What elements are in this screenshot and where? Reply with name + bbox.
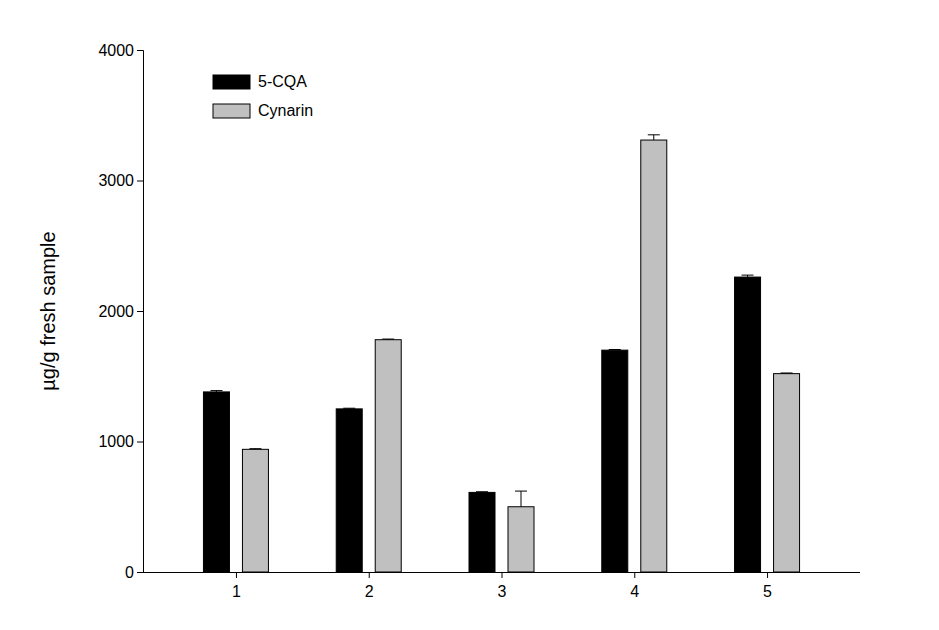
series bbox=[203, 275, 760, 572]
y-tick: 1000 bbox=[98, 433, 143, 450]
y-tick: 0 bbox=[125, 564, 143, 581]
y-tick-label: 1000 bbox=[98, 433, 134, 450]
x-axis: 1 2 3 4 5 bbox=[143, 572, 860, 600]
error-bar bbox=[343, 408, 355, 410]
y-axis-title: µg/g fresh sample bbox=[37, 231, 59, 390]
bar bbox=[641, 140, 667, 572]
error-bar bbox=[476, 491, 488, 493]
x-tick: 3 bbox=[498, 572, 507, 600]
series bbox=[242, 135, 799, 572]
error-bar bbox=[382, 339, 394, 341]
x-tick-label: 5 bbox=[763, 583, 772, 600]
legend: 5-CQA Cynarin bbox=[213, 73, 313, 119]
error-bar bbox=[249, 448, 261, 450]
y-tick-label: 0 bbox=[125, 564, 134, 581]
error-bar bbox=[781, 372, 793, 374]
legend-swatch bbox=[213, 75, 250, 89]
x-tick-mark bbox=[369, 572, 370, 578]
y-tick-label: 4000 bbox=[98, 42, 134, 59]
x-tick: 4 bbox=[630, 572, 639, 600]
error-bar bbox=[648, 135, 660, 140]
legend-label: 5-CQA bbox=[258, 73, 307, 90]
error-bar bbox=[742, 275, 754, 277]
x-tick: 2 bbox=[365, 572, 374, 600]
bar bbox=[336, 409, 362, 572]
y-tick-label: 2000 bbox=[98, 303, 134, 320]
bar bbox=[508, 507, 534, 572]
error-bar bbox=[609, 349, 621, 351]
y-tick-mark bbox=[137, 50, 143, 51]
legend-label: Cynarin bbox=[258, 102, 313, 119]
y-axis-line bbox=[137, 51, 144, 573]
y-tick-mark bbox=[137, 181, 143, 182]
x-tick-label: 1 bbox=[232, 583, 241, 600]
chart: 0 1000 2000 3000 4000 1 2 3 4 5 µg/g fresh sample 5… bbox=[0, 0, 939, 630]
bar bbox=[735, 277, 761, 572]
x-tick-mark bbox=[767, 572, 768, 578]
legend-swatch bbox=[213, 104, 250, 118]
y-tick: 2000 bbox=[98, 303, 143, 320]
x-tick-label: 3 bbox=[498, 583, 507, 600]
y-tick-label: 3000 bbox=[98, 172, 134, 189]
y-tick-mark bbox=[137, 442, 143, 443]
x-tick-label: 2 bbox=[365, 583, 374, 600]
bar bbox=[203, 392, 229, 572]
error-bar bbox=[515, 491, 527, 507]
bar bbox=[602, 350, 628, 572]
y-tick-mark bbox=[137, 572, 143, 573]
bar bbox=[242, 449, 268, 572]
bar bbox=[469, 492, 495, 572]
error-bar bbox=[210, 391, 222, 392]
x-tick: 1 bbox=[232, 572, 241, 600]
x-tick-mark bbox=[502, 572, 503, 578]
x-tick: 5 bbox=[763, 572, 772, 600]
y-axis: 0 1000 2000 3000 4000 bbox=[98, 42, 143, 581]
x-tick-mark bbox=[634, 572, 635, 578]
plot-area bbox=[203, 135, 799, 572]
bar bbox=[375, 340, 401, 572]
y-tick: 4000 bbox=[98, 42, 143, 59]
y-tick: 3000 bbox=[98, 172, 143, 189]
y-tick-mark bbox=[137, 311, 143, 312]
bar bbox=[774, 374, 800, 572]
x-tick-mark bbox=[236, 572, 237, 578]
x-tick-label: 4 bbox=[630, 583, 639, 600]
